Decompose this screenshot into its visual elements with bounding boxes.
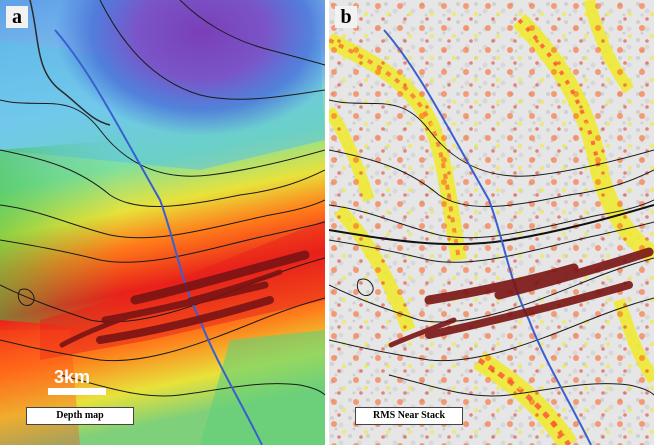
fault-bodies-b <box>388 247 654 348</box>
scale-bar-label: 3km <box>54 367 91 387</box>
depth-map-caption: Depth map <box>26 407 134 425</box>
panel-label-b: b <box>335 6 357 28</box>
fault-bodies <box>59 250 310 348</box>
rms-near-stack-image <box>329 0 654 445</box>
depth-map-image <box>0 0 325 445</box>
rms-near-stack-panel: b RMS Near Stack <box>329 0 654 445</box>
well-path-b <box>383 29 592 445</box>
well-path <box>54 29 263 445</box>
rms-near-stack-caption: RMS Near Stack <box>355 407 463 425</box>
scale-bar <box>48 388 106 395</box>
panel-label-a: a <box>6 6 28 28</box>
depth-map-panel: a 3km Depth map <box>0 0 325 445</box>
